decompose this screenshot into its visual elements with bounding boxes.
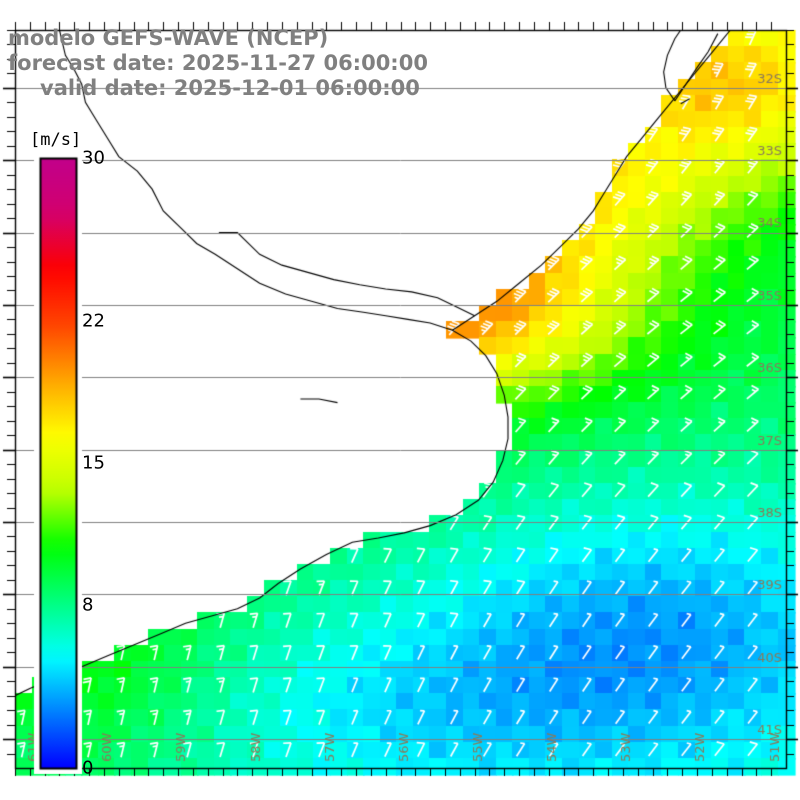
colorbar-tick-8: 8	[82, 594, 94, 616]
colorbar-tick-22: 22	[82, 310, 105, 332]
colorbar-tick-0: 0	[82, 757, 94, 779]
colorbar-unit-label: [m/s]	[28, 130, 84, 150]
colorbar-tick-30: 30	[82, 147, 105, 169]
colorbar-tick-15: 15	[82, 452, 105, 474]
